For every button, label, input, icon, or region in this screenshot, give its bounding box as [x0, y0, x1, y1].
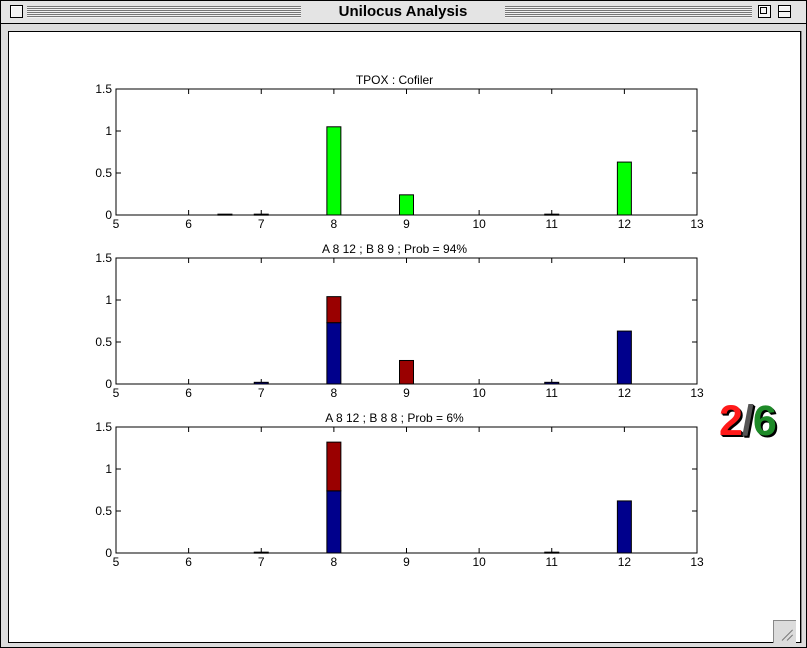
title-bar[interactable]: Unilocus Analysis — [1, 1, 806, 24]
chart-3-xtick-label: 8 — [331, 555, 338, 569]
chart-1-xtick-label: 12 — [618, 217, 632, 231]
chart-1-xtick-label: 7 — [258, 217, 265, 231]
chart-3-xtick-label: 7 — [258, 555, 265, 569]
chart-3-xtick-label: 10 — [472, 555, 486, 569]
chart-3-xtick-label: 13 — [690, 555, 704, 569]
chart-2-ytick-label: 0.5 — [95, 335, 112, 349]
chart-3-xtick-label: 12 — [618, 555, 632, 569]
chart-1-xtick-label: 8 — [331, 217, 338, 231]
chart-1-ytick-label: 0 — [105, 208, 112, 222]
chart-1-ytick-label: 1.5 — [95, 82, 112, 96]
chart-2-xtick-label: 11 — [546, 386, 559, 400]
chart-2-bar-blue-8 — [326, 322, 342, 385]
resize-grip-icon[interactable] — [773, 620, 796, 643]
chart-2-bar-blue-11 — [544, 381, 560, 385]
chart-3-bar-red-8 — [326, 441, 342, 492]
chart-3-axes-box — [115, 426, 698, 554]
chart-2-ytick-label: 0 — [105, 377, 112, 391]
chart-3-xtick-label: 11 — [546, 555, 559, 569]
chart-2-xtick-label: 13 — [690, 386, 704, 400]
chart-3-title: A 8 12 ; B 8 8 ; Prob = 6% — [325, 411, 464, 425]
chart-3-bar-blue-12 — [616, 500, 632, 554]
chart-2-bar-red-9 — [399, 359, 414, 385]
chart-1-bar-green-12 — [616, 161, 632, 216]
chart-2-xtick-label: 8 — [331, 386, 338, 400]
chart-2-ytick-label: 1.5 — [95, 251, 112, 265]
chart-2-xtick-label: 5 — [113, 386, 120, 400]
figure-area — [8, 31, 801, 643]
chart-1-xtick-label: 6 — [185, 217, 192, 231]
chart-1-bar-green-6.5 — [217, 213, 233, 216]
score-denominator: 6 — [752, 397, 777, 445]
collapse-box-icon[interactable] — [778, 5, 791, 18]
chart-3-ytick-label: 0 — [105, 546, 112, 560]
chart-2-xtick-label: 7 — [258, 386, 265, 400]
chart-1-bar-green-8 — [326, 126, 342, 216]
window-title: Unilocus Analysis — [301, 1, 505, 23]
chart-2-bar-red-8 — [326, 296, 342, 324]
chart-3-ytick-label: 0.5 — [95, 504, 112, 518]
chart-1-xtick-label: 5 — [113, 217, 120, 231]
chart-1-xtick-label: 9 — [403, 217, 410, 231]
chart-1-xtick-label: 13 — [690, 217, 704, 231]
chart-2-xtick-label: 10 — [472, 386, 486, 400]
content-frame-edge — [801, 31, 802, 643]
chart-1-bar-green-9 — [399, 194, 414, 216]
chart-1-title: TPOX : Cofiler — [356, 73, 433, 87]
chart-3-xtick-label: 9 — [403, 555, 410, 569]
chart-2-ytick-label: 1 — [105, 293, 112, 307]
score-separator: / — [741, 397, 754, 445]
chart-3-bar-blue-11 — [544, 551, 560, 554]
chart-1-ytick-label: 1 — [105, 124, 112, 138]
chart-1-xtick-label: 10 — [472, 217, 486, 231]
score-label: 2/6 — [719, 397, 777, 445]
chart-1-xtick-label: 11 — [546, 217, 559, 231]
chart-2-bar-blue-12 — [616, 330, 632, 385]
score-numerator: 2 — [719, 397, 743, 445]
chart-3-ytick-label: 1.5 — [95, 420, 112, 434]
close-box-icon[interactable] — [10, 5, 23, 18]
chart-1-bar-green-11 — [544, 213, 560, 216]
chart-3-ytick-label: 1 — [105, 462, 112, 476]
chart-2-title: A 8 12 ; B 8 9 ; Prob = 94% — [322, 242, 467, 256]
chart-2-xtick-label: 9 — [403, 386, 410, 400]
chart-1-ytick-label: 0.5 — [95, 166, 112, 180]
chart-2-xtick-label: 12 — [618, 386, 632, 400]
chart-3-xtick-label: 6 — [185, 555, 192, 569]
zoom-box-icon[interactable] — [758, 5, 771, 18]
chart-3-xtick-label: 5 — [113, 555, 120, 569]
chart-3-bar-blue-8 — [326, 490, 342, 554]
chart-3-bar-blue-7 — [253, 551, 269, 554]
chart-2-xtick-label: 6 — [185, 386, 192, 400]
chart-2-bar-blue-7 — [253, 381, 269, 385]
chart-1-bar-green-7 — [253, 213, 269, 216]
